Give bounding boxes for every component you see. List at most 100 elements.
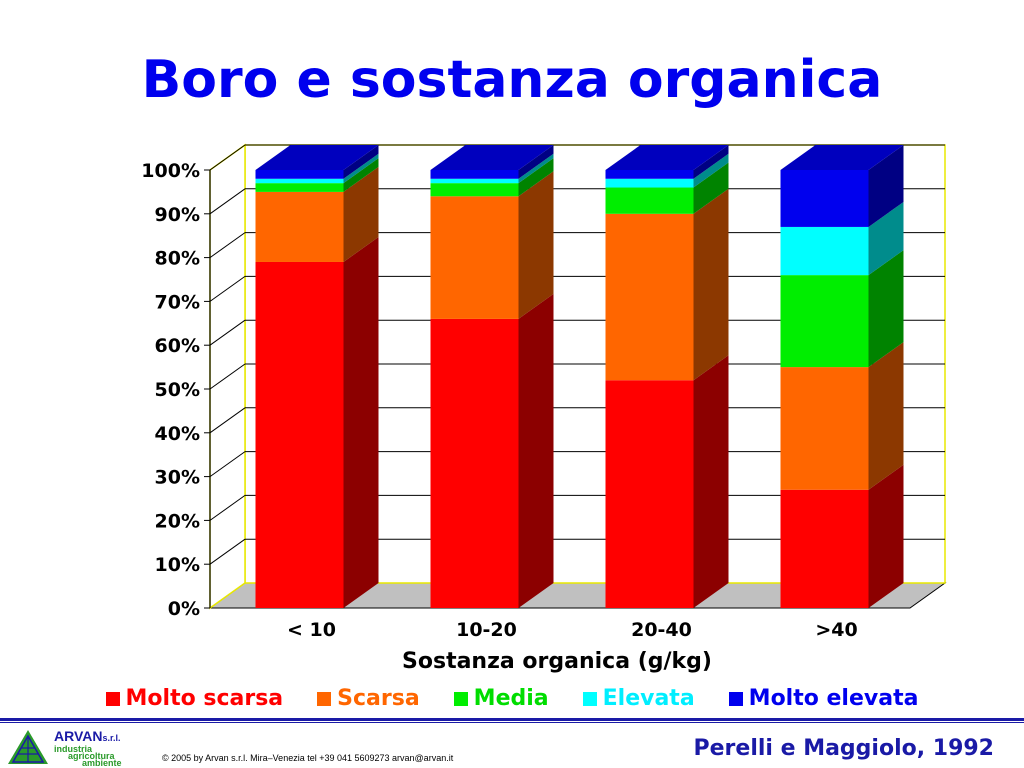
gridline-side (209, 451, 246, 478)
bar-2-elevata (605, 178, 694, 188)
bar-1-top (430, 145, 554, 170)
bar-1-media-side (518, 158, 554, 197)
bar-1-molto-elevata-side (518, 145, 554, 179)
legend-item: Scarsa (317, 686, 420, 711)
legend-item: Elevata (582, 686, 695, 711)
logo-line-industria: industria (54, 744, 93, 754)
bar-3-molto-elevata (780, 170, 869, 227)
legend-swatch (728, 691, 743, 706)
gridline-side (209, 538, 246, 565)
arvan-logo: ARVANs.r.l. industria agricoltura ambien… (6, 726, 156, 768)
gridline-side (209, 188, 246, 215)
logo-line-ambiente: ambiente (82, 758, 122, 768)
legend-item: Molto elevata (728, 686, 919, 711)
legend-swatch (317, 691, 332, 706)
chart-legend: Molto scarsa Scarsa Media Elevata Molto elev… (0, 686, 1024, 711)
y-tick-label: 0% (168, 598, 200, 620)
gridline-side (209, 319, 246, 346)
bar-2-scarsa (605, 213, 694, 381)
bar-2-media-side (693, 162, 729, 214)
legend-item: Molto scarsa (105, 686, 284, 711)
y-tick-label: 10% (155, 554, 200, 576)
y-tick-label: 20% (155, 510, 200, 532)
bar-0-scarsa-side (343, 166, 379, 262)
bar-2-media (605, 187, 694, 214)
bar-0-molto-elevata (255, 170, 344, 179)
bar-0-molto-scarsa-side (343, 236, 379, 609)
gridline-side (209, 144, 246, 171)
y-tick-label: 60% (155, 335, 200, 357)
bar-1-scarsa-side (518, 171, 554, 319)
legend-swatch (453, 691, 468, 706)
gridline-side (209, 494, 246, 521)
bar-1-elevata (430, 178, 519, 184)
bar-2-molto-scarsa (605, 380, 694, 608)
bar-1-molto-scarsa (430, 318, 519, 608)
bar-0-media-side (343, 158, 379, 192)
logo-brand-suffix: s.r.l. (102, 733, 121, 743)
bar-2-scarsa-side (693, 188, 729, 381)
y-tick-label: 70% (155, 291, 200, 313)
stacked-bar-chart: 0% 10% 20% 30% 40% 50% 60% 70% 80% 90% 100% < 10 10-… (141, 143, 947, 674)
legend-label: Elevata (602, 686, 695, 711)
bar-1-media (430, 183, 519, 197)
y-tick-label: 100% (141, 160, 200, 182)
gridline-side (209, 275, 246, 302)
gridline-side (209, 363, 246, 390)
legend-label: Molto elevata (748, 686, 919, 711)
bar-1-molto-scarsa-side (518, 293, 554, 608)
bar-3-elevata (780, 226, 869, 276)
x-tick-label: 10-20 (456, 619, 517, 641)
gridline-side (209, 407, 246, 434)
bar-3-media (780, 275, 869, 368)
y-tick-label: 30% (155, 467, 200, 489)
y-tick-label: 90% (155, 204, 200, 226)
bar-1-molto-elevata (430, 170, 519, 179)
bar-3-molto-scarsa-side (868, 464, 904, 608)
bar-3-top (780, 145, 904, 170)
bar-2-top (605, 145, 729, 170)
footer-divider-thin (0, 722, 1024, 723)
legend-swatch (582, 691, 597, 706)
legend-label: Media (473, 686, 549, 711)
copyright-text: © 2005 by Arvan s.r.l. Mira–Venezia tel … (162, 753, 454, 763)
x-tick-label: 20-40 (631, 619, 692, 641)
bar-3-scarsa (780, 367, 869, 490)
x-axis-title: Sostanza organica (g/kg) (402, 649, 712, 674)
bar-0-elevata (255, 178, 344, 184)
bar-0-elevata-side (343, 153, 379, 184)
page-title: Boro e sostanza organica (141, 50, 883, 110)
arvan-logo-mark-icon (8, 730, 48, 764)
x-tick-label: >40 (815, 619, 857, 641)
bar-3-media-side (868, 250, 904, 368)
logo-brand-name: ARVAN (54, 728, 103, 744)
bar-1-elevata-side (518, 153, 554, 184)
y-tick-label: 50% (155, 379, 200, 401)
bar-2-molto-scarsa-side (693, 355, 729, 608)
bar-0-molto-elevata-side (343, 145, 379, 179)
x-tick-label: < 10 (287, 619, 336, 641)
legend-item: Media (453, 686, 549, 711)
bar-2-elevata-side (693, 153, 729, 188)
bar-0-molto-scarsa (255, 261, 344, 608)
citation-text: Perelli e Maggiolo, 1992 (693, 736, 994, 761)
bar-0-top (255, 145, 379, 170)
logo-brand: ARVANs.r.l. (54, 728, 121, 744)
legend-label: Molto scarsa (125, 686, 284, 711)
bar-3-elevata-side (868, 201, 904, 276)
bar-2-molto-elevata (605, 170, 694, 179)
bar-3-scarsa-side (868, 342, 904, 490)
bar-2-molto-elevata-side (693, 145, 729, 179)
gridline-side (209, 232, 246, 259)
bar-3-molto-elevata-side (868, 145, 904, 227)
bar-0-media (255, 183, 344, 192)
bar-0-scarsa (255, 191, 344, 262)
bar-3-molto-scarsa (780, 489, 869, 608)
logo-line-agricoltura: agricoltura (68, 751, 115, 761)
y-tick-label: 40% (155, 423, 200, 445)
legend-swatch (105, 691, 120, 706)
footer-divider (0, 718, 1024, 721)
legend-label: Scarsa (337, 686, 420, 711)
bar-1-scarsa (430, 196, 519, 319)
y-tick-label: 80% (155, 248, 200, 270)
